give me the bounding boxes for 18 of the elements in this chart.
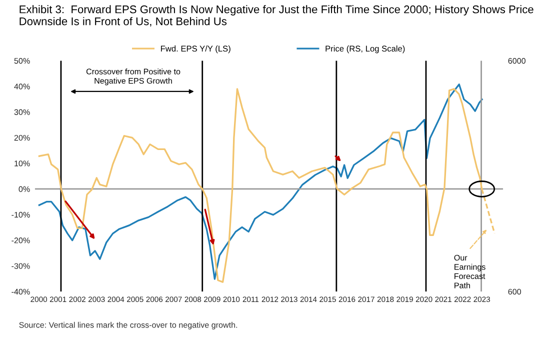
y-tick-label: 10%	[14, 160, 30, 166]
legend-label: Fwd. EPS Y/Y (LS)	[161, 45, 230, 54]
annotation: Our Earnings Forecast Path	[454, 254, 486, 288]
y-tick-label: 50%	[14, 58, 30, 64]
y2-tick-label: 600	[508, 288, 522, 295]
y-tick-label: 20%	[14, 134, 30, 141]
legend-label: Price (RS, Log Scale)	[326, 45, 405, 54]
y-tick-label: -40%	[12, 288, 30, 295]
chart-title: Exhibit 3: Forward EPS Growth Is Now Negative for Just the Fifth Time Since 2000; History Shows Price Downside Is in Front of Us, Not Behind Us	[20, 5, 534, 27]
y-tick-label: 40%	[14, 84, 30, 90]
y-tick-label: -10%	[12, 212, 30, 218]
y-tick-label: -30%	[12, 263, 30, 269]
source-note: Source: Vertical lines mark the cross-over to negative growth.	[19, 322, 238, 330]
y-tick-label: 30%	[14, 109, 30, 115]
y2-tick-label: 6000	[508, 58, 526, 64]
y-tick-label: -20%	[12, 238, 30, 244]
y-tick-label: 0%	[18, 186, 30, 192]
annotation: Crossover from Positive to Negative EPS Growth	[86, 68, 180, 86]
